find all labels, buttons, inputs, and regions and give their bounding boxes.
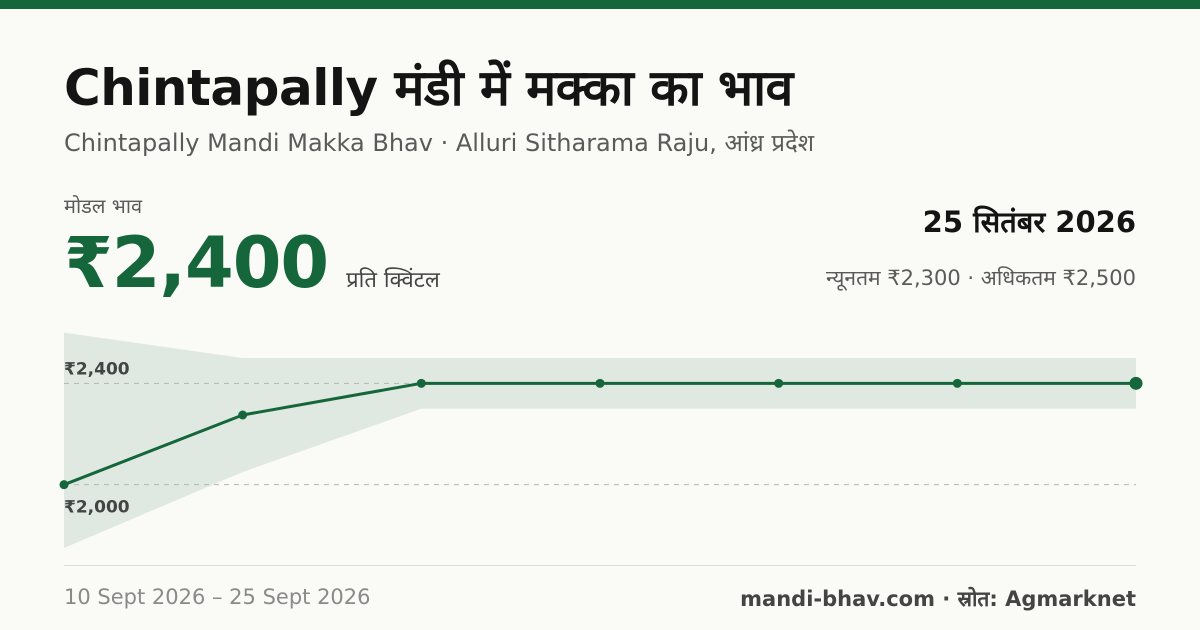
price-date: 25 सितंबर 2026 bbox=[922, 205, 1136, 239]
footer-source: mandi-bhav.com · स्रोत: Agmarknet bbox=[740, 587, 1136, 611]
price-point bbox=[595, 378, 605, 388]
latest-price-point bbox=[1129, 376, 1143, 390]
min-max-band bbox=[64, 332, 1136, 548]
page-subtitle: Chintapally Mandi Makka Bhav · Alluri Si… bbox=[64, 129, 815, 157]
modal-price-value: ₹2,400 bbox=[64, 222, 329, 304]
price-point bbox=[416, 378, 426, 388]
price-point bbox=[59, 480, 69, 490]
y-tick-label: ₹2,400 bbox=[64, 359, 130, 379]
price-point bbox=[952, 378, 962, 388]
price-min-max: न्यूनतम ₹2,300 · अधिकतम ₹2,500 bbox=[826, 266, 1136, 290]
top-accent-bar bbox=[0, 0, 1200, 9]
price-point bbox=[774, 378, 784, 388]
page-title: Chintapally मंडी में मक्का का भाव bbox=[64, 59, 793, 117]
footer-date-range: 10 Sept 2026 – 25 Sept 2026 bbox=[64, 585, 371, 609]
price-unit: प्रति क्विंटल bbox=[346, 268, 440, 293]
footer-divider bbox=[64, 565, 1136, 566]
y-tick-label: ₹2,000 bbox=[64, 498, 130, 518]
price-label: मोडल भाव bbox=[64, 194, 143, 218]
price-point bbox=[238, 410, 248, 420]
price-row: ₹2,400 प्रति क्विंटल bbox=[64, 222, 440, 304]
